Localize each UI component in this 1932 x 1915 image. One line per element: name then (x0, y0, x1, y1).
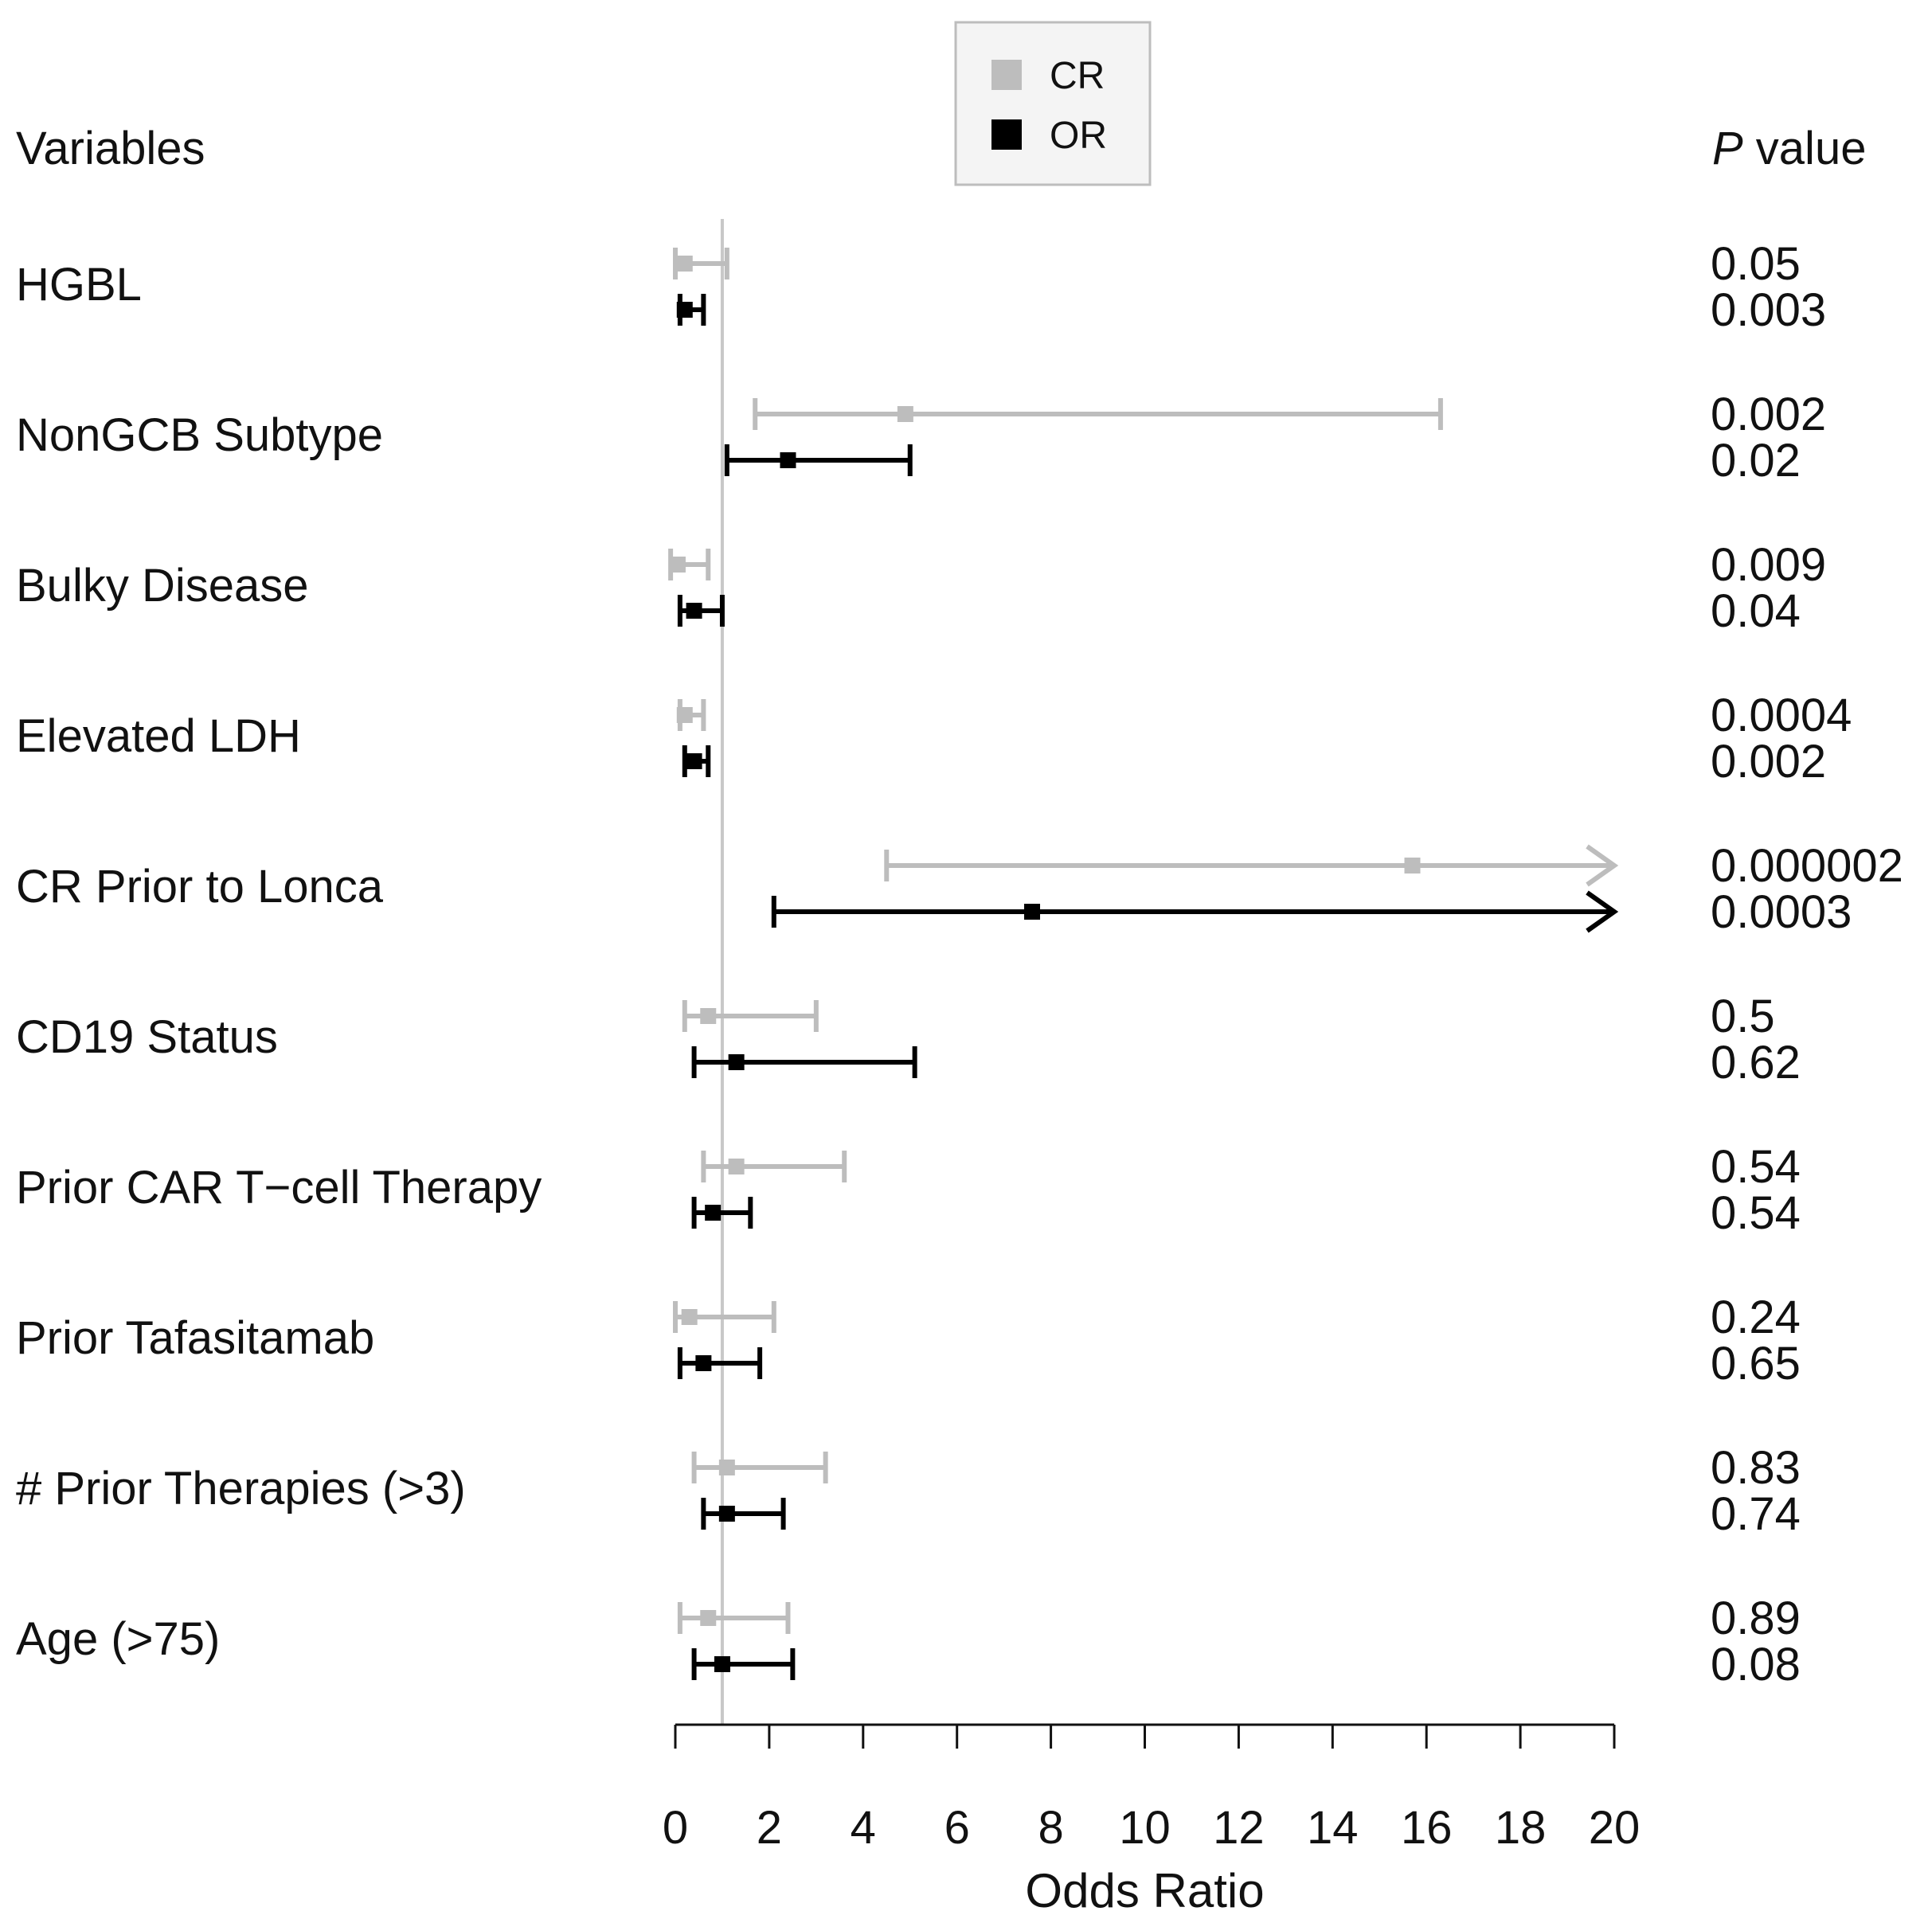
x-tick-label: 10 (1119, 1802, 1171, 1854)
cr-point-estimate (676, 256, 693, 272)
variables-header: Variables (16, 123, 205, 174)
or-p-value: 0.65 (1711, 1338, 1801, 1389)
cr-point-estimate (718, 1460, 735, 1475)
x-tick-label: 8 (1038, 1802, 1063, 1854)
or-p-value: 0.74 (1711, 1488, 1801, 1540)
cr-ci-arrow (1586, 844, 1619, 887)
cr-point-estimate (728, 1159, 745, 1174)
cr-p-value: 0.5 (1711, 991, 1775, 1042)
or-point-estimate (728, 1054, 745, 1070)
or-p-value: 0.62 (1711, 1037, 1801, 1088)
cr-p-value: 0.0004 (1711, 690, 1852, 741)
p-value-header: P value (1712, 123, 1866, 174)
p-value-header-rest: value (1743, 123, 1867, 174)
cr-point-estimate (700, 1008, 717, 1024)
cr-p-value: 0.009 (1711, 539, 1826, 591)
x-tick-label: 0 (663, 1802, 688, 1854)
variable-label: Age (>75) (16, 1613, 220, 1665)
x-axis: 0 2 4 6 8 10 12 14 16 18 20 Odds Ratio (663, 1723, 1641, 1915)
or-p-value: 0.54 (1711, 1187, 1801, 1239)
or-p-value: 0.002 (1711, 736, 1826, 787)
or-p-value: 0.0003 (1711, 886, 1852, 938)
variable-label: # Prior Therapies (>3) (16, 1463, 466, 1514)
legend: CR OR (954, 21, 1152, 186)
or-point-estimate (718, 1506, 735, 1522)
or-point-estimate (714, 1656, 730, 1672)
x-tick-label: 12 (1213, 1802, 1265, 1854)
or-point-estimate (686, 603, 702, 619)
cr-p-value: 0.05 (1711, 238, 1801, 290)
or-point-estimate (695, 1355, 712, 1371)
cr-p-value: 0.000002 (1711, 840, 1903, 892)
or-p-value: 0.003 (1711, 284, 1826, 336)
x-tick-label: 6 (944, 1802, 970, 1854)
variable-label: Prior Tafasitamab (16, 1312, 374, 1364)
variable-label: CR Prior to Lonca (16, 861, 384, 913)
cr-point-estimate (669, 557, 686, 573)
legend-label-cr: CR (1050, 55, 1105, 97)
legend-swatch-cr (991, 60, 1022, 90)
variable-label: Elevated LDH (16, 710, 301, 762)
x-tick-label: 14 (1307, 1802, 1359, 1854)
legend-frame (954, 21, 1152, 186)
cr-point-estimate (700, 1610, 717, 1626)
cr-point-estimate (897, 406, 913, 422)
cr-p-value: 0.54 (1711, 1141, 1801, 1193)
variable-label: HGBL (16, 259, 142, 311)
legend-swatch-or (991, 119, 1022, 150)
x-tick-label: 18 (1495, 1802, 1547, 1854)
x-tick-label: 16 (1401, 1802, 1453, 1854)
or-p-value: 0.04 (1711, 585, 1801, 637)
or-point-estimate (1024, 904, 1041, 920)
x-tick-label: 20 (1589, 1802, 1641, 1854)
variable-label: CD19 Status (16, 1011, 278, 1063)
p-value-header-italic: P (1712, 123, 1743, 174)
or-point-estimate (705, 1205, 722, 1221)
or-ci-arrow (1586, 890, 1619, 933)
x-tick-label: 4 (851, 1802, 876, 1854)
legend-label-or: OR (1050, 115, 1107, 157)
cr-p-value: 0.83 (1711, 1442, 1801, 1494)
or-point-estimate (676, 302, 693, 318)
x-axis-title: Odds Ratio (1025, 1864, 1264, 1915)
cr-p-value: 0.002 (1711, 389, 1826, 440)
cr-point-estimate (1404, 858, 1421, 873)
variable-label: Prior CAR T−cell Therapy (16, 1162, 542, 1213)
variable-label: Bulky Disease (16, 560, 308, 612)
or-p-value: 0.08 (1711, 1639, 1801, 1690)
or-point-estimate (780, 452, 796, 468)
cr-point-estimate (681, 1309, 698, 1325)
cr-point-estimate (676, 707, 693, 723)
or-p-value: 0.02 (1711, 435, 1801, 487)
or-point-estimate (686, 753, 702, 769)
x-tick-label: 2 (757, 1802, 782, 1854)
cr-p-value: 0.24 (1711, 1292, 1801, 1343)
cr-p-value: 0.89 (1711, 1593, 1801, 1644)
variable-label: NonGCB Subtype (16, 409, 383, 461)
